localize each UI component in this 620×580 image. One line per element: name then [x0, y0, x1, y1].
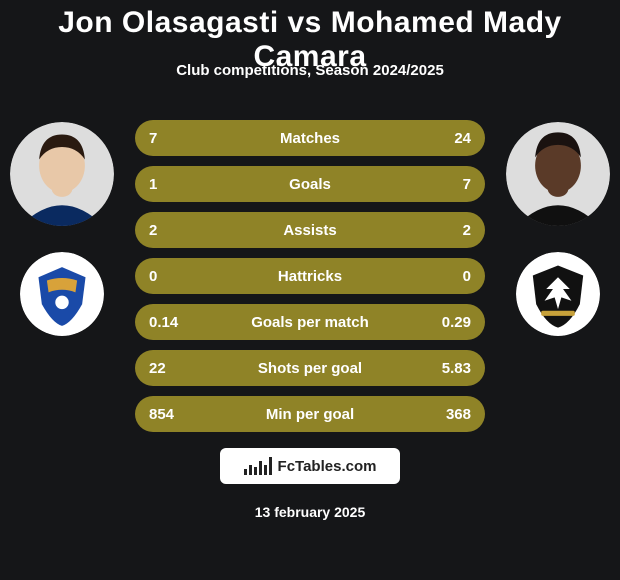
stat-row: 7Matches24 [135, 120, 485, 156]
stat-right-value: 5.83 [411, 360, 471, 377]
stat-left-value: 2 [149, 222, 209, 239]
stat-left-value: 7 [149, 130, 209, 147]
stat-right-value: 2 [411, 222, 471, 239]
stat-left-value: 0 [149, 268, 209, 285]
stat-right-value: 0.29 [411, 314, 471, 331]
stat-right-value: 7 [411, 176, 471, 193]
player-left-club-crest [20, 252, 104, 336]
club-right-crest-svg [516, 252, 600, 336]
player-right-avatar-svg [506, 122, 610, 226]
stat-label: Min per goal [209, 406, 411, 423]
stat-label: Hattricks [209, 268, 411, 285]
stat-row: 1Goals7 [135, 166, 485, 202]
stat-left-value: 1 [149, 176, 209, 193]
stat-label: Shots per goal [209, 360, 411, 377]
stat-row: 22Shots per goal5.83 [135, 350, 485, 386]
club-left-crest-svg [20, 252, 104, 336]
stat-right-value: 0 [411, 268, 471, 285]
player-right-club-crest [516, 252, 600, 336]
stat-right-value: 368 [411, 406, 471, 423]
stat-label: Matches [209, 130, 411, 147]
stat-right-value: 24 [411, 130, 471, 147]
stat-label: Assists [209, 222, 411, 239]
stat-left-value: 0.14 [149, 314, 209, 331]
player-right-avatar [506, 122, 610, 226]
stat-row: 0Hattricks0 [135, 258, 485, 294]
brand-bars-icon [244, 457, 272, 475]
stat-row: 854Min per goal368 [135, 396, 485, 432]
date-text: 13 february 2025 [0, 504, 620, 520]
stat-label: Goals [209, 176, 411, 193]
brand-text: FcTables.com [278, 458, 377, 475]
stat-row: 2Assists2 [135, 212, 485, 248]
stat-left-value: 22 [149, 360, 209, 377]
page-subtitle: Club competitions, Season 2024/2025 [0, 62, 620, 79]
player-left-avatar-svg [10, 122, 114, 226]
stats-table: 7Matches241Goals72Assists20Hattricks00.1… [135, 120, 485, 442]
brand-badge: FcTables.com [220, 448, 400, 484]
stat-label: Goals per match [209, 314, 411, 331]
stat-row: 0.14Goals per match0.29 [135, 304, 485, 340]
stat-left-value: 854 [149, 406, 209, 423]
player-left-avatar [10, 122, 114, 226]
